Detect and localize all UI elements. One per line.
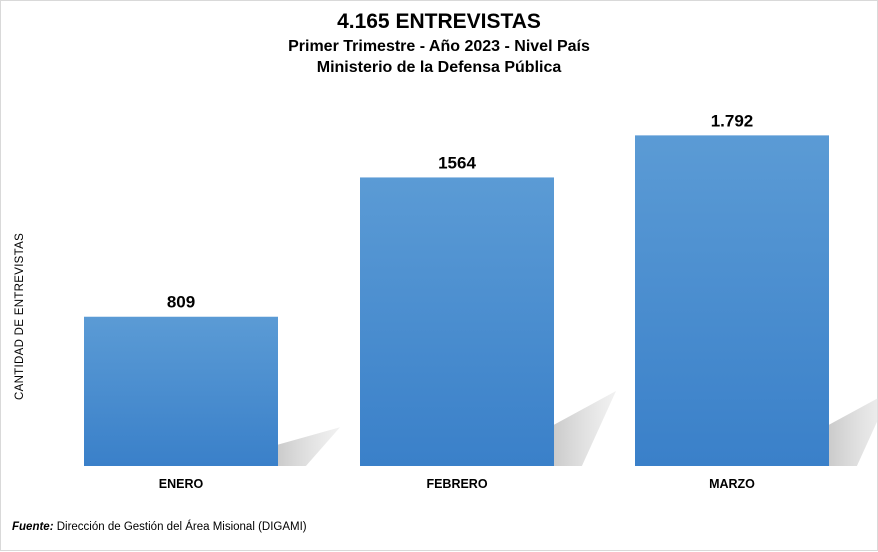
x-tick-label: FEBRERO: [426, 477, 487, 491]
chart-title-block: 4.165 ENTREVISTAS Primer Trimestre - Año…: [0, 8, 878, 78]
bar-marzo: [635, 135, 829, 466]
bar-enero: [84, 316, 278, 466]
bar-febrero: [360, 177, 554, 466]
x-tick-label: ENERO: [159, 477, 204, 491]
chart-subtitle: Primer Trimestre - Año 2023 - Nivel País: [288, 38, 590, 55]
source-label: Fuente:: [12, 521, 54, 533]
bar-shadow: [554, 391, 616, 466]
data-label: 1564: [438, 153, 476, 172]
data-label: 809: [167, 293, 195, 312]
chart-title: 4.165 ENTREVISTAS: [337, 10, 541, 33]
bar-shadow: [278, 427, 340, 466]
source-text: Dirección de Gestión del Área Misional (…: [53, 521, 307, 533]
chart-subtitle-2: Ministerio de la Defensa Pública: [316, 59, 562, 76]
x-tick-label: MARZO: [709, 477, 755, 491]
data-label: 1.792: [711, 111, 754, 130]
bar-shadow: [829, 398, 878, 466]
source-note: Fuente: Dirección de Gestión del Área Mi…: [12, 521, 307, 533]
